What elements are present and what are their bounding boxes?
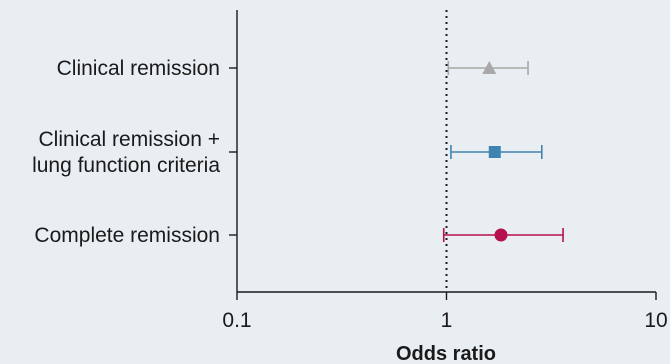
x-axis-title: Odds ratio (396, 343, 496, 364)
x-tick-label-2: 10 (644, 309, 667, 332)
category-label-line: Complete remission (34, 224, 220, 247)
x-tick-label-1: 1 (441, 309, 453, 332)
plot-area: 0.1 1 10 Odds ratio Clinical remission Clinic… (32, 10, 668, 364)
category-label-line: lung function criteria (32, 154, 220, 177)
estimate-marker-1 (488, 146, 501, 158)
estimate-marker-2 (494, 228, 508, 242)
category-label-line: Clinical remission (57, 57, 220, 80)
category-label-line: Clinical remission + (39, 128, 220, 151)
category-label-1: Clinical remission + lung function criter… (32, 128, 220, 177)
estimate-marker-0 (482, 61, 497, 74)
forest-row-2: Complete remission (34, 224, 564, 247)
forest-row-1: Clinical remission + lung function criter… (32, 128, 543, 177)
forest-row-0: Clinical remission (57, 57, 529, 80)
category-label-0: Clinical remission (57, 57, 220, 80)
x-tick-label-0: 0.1 (222, 309, 251, 332)
category-label-2: Complete remission (34, 224, 220, 247)
